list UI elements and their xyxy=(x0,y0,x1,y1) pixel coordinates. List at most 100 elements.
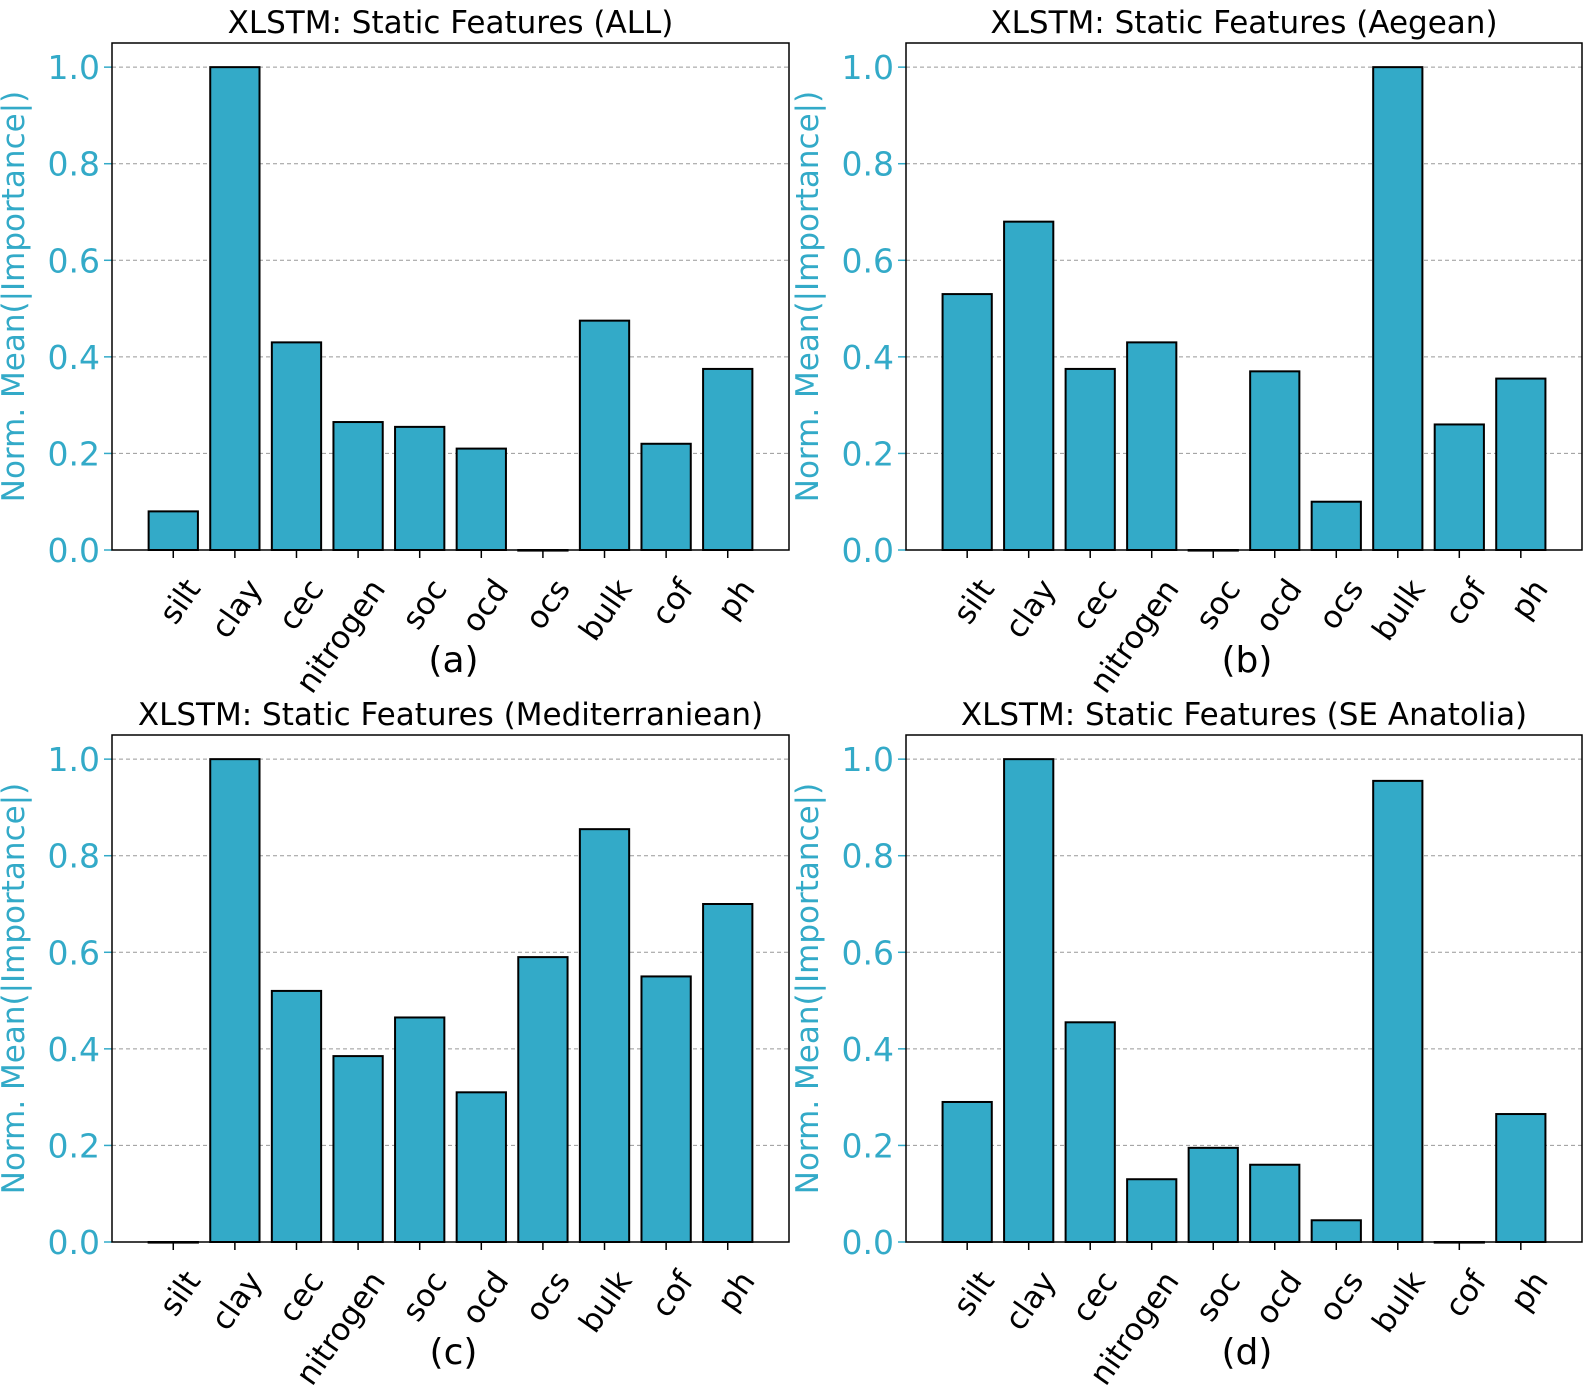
y-axis-label: Norm. Mean(|Importance|) xyxy=(790,91,826,502)
chart-title: XLSTM: Static Features (SE Anatolia) xyxy=(961,697,1527,733)
bar xyxy=(702,367,754,551)
bar xyxy=(1003,758,1055,1244)
y-tick-label: 0.6 xyxy=(48,241,100,280)
bar xyxy=(578,828,631,1244)
x-tick-label: cec xyxy=(1065,573,1125,637)
x-tick-label: cof xyxy=(645,1264,702,1324)
bar xyxy=(1003,220,1055,552)
plot-frame xyxy=(905,734,1583,1243)
x-tick-label: soc xyxy=(1189,573,1248,636)
bar xyxy=(941,293,993,552)
bar xyxy=(209,66,261,552)
y-tick-label: 0.2 xyxy=(842,1126,894,1165)
y-tick-label: 0.0 xyxy=(48,531,100,570)
panel-label: (a) xyxy=(428,640,478,681)
plot-frame xyxy=(111,734,790,1243)
x-tick-label: soc xyxy=(395,1265,454,1328)
x-tick-label: ocd xyxy=(1248,1265,1309,1331)
x-tick-label: ocs xyxy=(518,1265,577,1328)
x-tick-label: silt xyxy=(946,1265,1002,1323)
bar xyxy=(1495,1113,1547,1243)
x-tick-label: ph xyxy=(1504,573,1556,626)
bar xyxy=(1372,66,1424,552)
bar xyxy=(702,903,754,1243)
y-tick-label: 0.8 xyxy=(48,145,100,184)
bar xyxy=(394,1016,446,1243)
y-tick-label: 1.0 xyxy=(842,48,894,87)
y-tick-label: 0.0 xyxy=(48,1223,100,1262)
x-tick-label: cec xyxy=(1065,1265,1125,1329)
x-tick-label: cof xyxy=(1438,1264,1495,1324)
x-tick-label: ph xyxy=(1504,1265,1556,1318)
plot-frame xyxy=(905,42,1583,551)
x-tick-label: ocd xyxy=(455,573,516,639)
bar xyxy=(1249,370,1301,552)
x-tick-label: cof xyxy=(645,572,702,632)
bar xyxy=(578,319,631,551)
y-tick-label: 1.0 xyxy=(48,740,100,779)
chart-title: XLSTM: Static Features (Mediterraniean) xyxy=(138,697,763,733)
y-tick-label: 0.6 xyxy=(842,241,894,280)
y-tick-label: 0.0 xyxy=(842,531,894,570)
x-tick-label: silt xyxy=(153,573,209,631)
y-axis-label: Norm. Mean(|Importance|) xyxy=(0,91,32,502)
plot-frame xyxy=(111,42,790,551)
bar xyxy=(1310,1219,1362,1244)
bar xyxy=(394,425,446,551)
x-tick-label: bulk xyxy=(1365,1265,1432,1340)
x-tick-label: bulk xyxy=(1365,573,1432,648)
x-tick-label: cof xyxy=(1438,572,1495,632)
y-tick-label: 0.4 xyxy=(48,1030,100,1069)
y-tick-label: 1.0 xyxy=(48,48,100,87)
bar xyxy=(1249,1163,1301,1243)
x-tick-label: ocs xyxy=(518,573,577,636)
panel-label: (d) xyxy=(1222,1332,1273,1373)
x-tick-label: soc xyxy=(1189,1265,1248,1328)
bar xyxy=(209,758,261,1244)
bar xyxy=(1495,377,1547,552)
x-tick-label: bulk xyxy=(572,1265,639,1340)
y-tick-label: 0.8 xyxy=(842,145,894,184)
bar xyxy=(332,1055,384,1243)
y-tick-label: 1.0 xyxy=(842,740,894,779)
bar xyxy=(640,975,692,1244)
x-tick-label: ocs xyxy=(1312,1265,1371,1328)
bar xyxy=(1064,367,1116,551)
bar xyxy=(1064,1021,1116,1243)
chart-title: XLSTM: Static Features (Aegean) xyxy=(990,5,1497,41)
x-tick-label: soc xyxy=(395,573,454,636)
y-tick-label: 0.6 xyxy=(842,933,894,972)
y-tick-label: 0.8 xyxy=(48,837,100,876)
bar xyxy=(1310,500,1362,552)
x-tick-label: ocd xyxy=(455,1265,516,1331)
bar xyxy=(1433,423,1485,552)
y-tick-label: 0.4 xyxy=(48,338,100,377)
bar xyxy=(270,341,323,551)
y-tick-label: 0.8 xyxy=(842,837,894,876)
y-tick-label: 0.0 xyxy=(842,1223,894,1262)
x-tick-label: cec xyxy=(271,1265,331,1329)
x-tick-label: ph xyxy=(711,1265,763,1318)
bar xyxy=(270,989,323,1244)
x-tick-label: silt xyxy=(153,1265,209,1323)
panel-label: (c) xyxy=(430,1332,478,1373)
y-tick-label: 0.4 xyxy=(842,1030,894,1069)
x-tick-label: clay xyxy=(204,573,270,645)
y-tick-label: 0.2 xyxy=(48,434,100,473)
bar xyxy=(455,1091,507,1244)
bar xyxy=(332,421,384,551)
y-tick-label: 0.6 xyxy=(48,933,100,972)
bar xyxy=(1126,341,1178,551)
y-tick-label: 0.2 xyxy=(48,1126,100,1165)
x-tick-label: ocd xyxy=(1248,573,1309,639)
y-tick-label: 0.2 xyxy=(842,434,894,473)
bar xyxy=(517,956,569,1243)
x-tick-label: silt xyxy=(946,573,1002,631)
bar xyxy=(1126,1178,1178,1243)
x-tick-label: ph xyxy=(711,573,763,626)
bar xyxy=(1372,779,1424,1243)
